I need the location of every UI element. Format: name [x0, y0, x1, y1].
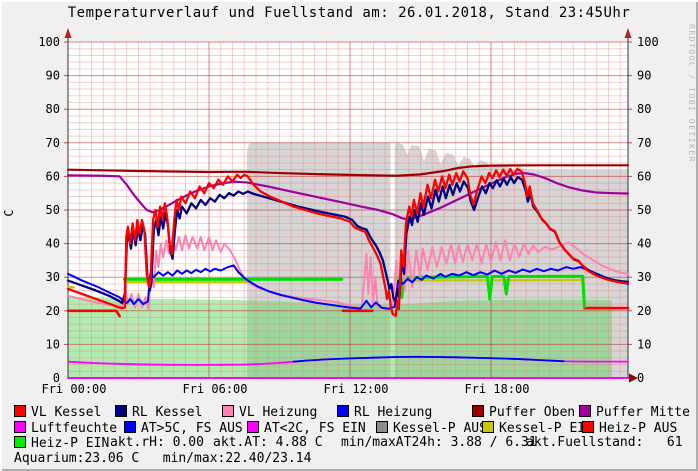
- legend-item: akt.rH: 0.00: [110, 436, 204, 449]
- y-tick-label-left: 10: [46, 337, 60, 351]
- legend-item: Heiz-P EIN: [14, 436, 110, 451]
- chart-title: Temperaturverlauf und Fuellstand am: 26.…: [67, 5, 631, 21]
- legend-item: Heiz-P AUS: [582, 420, 678, 436]
- axis-arrows: [64, 28, 638, 383]
- legend-label: VL Heizung: [239, 405, 318, 420]
- series-vl-kessel: [66, 167, 630, 317]
- x-tick-label: Fri 18:00: [464, 382, 529, 396]
- y-tick-label-right: 100: [637, 35, 659, 49]
- series-at-hoch: [292, 355, 565, 363]
- series-kessel-p-ein: [395, 278, 584, 282]
- legend-label: akt.AT: 4.88 C: [213, 435, 323, 450]
- y-tick-label-left: 80: [46, 102, 60, 116]
- x-tick-label: Fri 06:00: [182, 382, 247, 396]
- legend-label: min/maxAT24h: 3.88 / 6.31: [341, 435, 537, 450]
- y-tick-label-left: 30: [46, 270, 60, 284]
- legend-label: Kessel-P AUS: [393, 420, 487, 436]
- legend-item: AT>5C, FS AUS: [124, 420, 243, 436]
- series-lines: [66, 164, 630, 379]
- rrdtool-watermark: RRDTOOL / TOBI OETIKER: [687, 24, 696, 163]
- legend-item: VL Kessel: [14, 405, 102, 420]
- y-tick-label-right: 30: [637, 270, 651, 284]
- x-tick-label: Fri 12:00: [323, 382, 388, 396]
- series-heiz-p-ein: [395, 274, 587, 309]
- legend-swatch: [124, 420, 136, 433]
- legend-item: Puffer Oben: [472, 405, 576, 420]
- y-tick-label-right: 10: [637, 337, 651, 351]
- legend-swatch: [14, 420, 26, 433]
- legend-label: Puffer Oben: [489, 405, 576, 420]
- y-tick-label-left: 100: [38, 35, 60, 49]
- y-tick-label-left: 20: [46, 304, 60, 318]
- y-tick-label-right: 80: [637, 102, 651, 116]
- legend-label: Aquarium:23.06 C min/max:22.40/23.14: [14, 450, 312, 466]
- series-rl-kessel: [66, 175, 630, 305]
- y-tick-label-left: 40: [46, 237, 60, 251]
- legend-label: Heiz-P EIN: [31, 436, 110, 451]
- y-tick-label-right: 0: [637, 371, 644, 385]
- legend-swatch: [14, 436, 26, 448]
- legend-item: Luftfeuchte: [14, 420, 118, 436]
- legend-label: Heiz-P AUS: [599, 420, 678, 436]
- series-heiz-p-aus: [66, 309, 121, 318]
- legend-item: Kessel-P EIN: [482, 420, 593, 436]
- legend-label: akt.rH: 0.00: [110, 435, 204, 450]
- y-tick-label-right: 50: [637, 203, 651, 217]
- legend-swatch: [115, 405, 127, 417]
- y-tick-label-right: 70: [637, 136, 651, 150]
- legend-label: AT<2C, FS EIN: [264, 420, 366, 436]
- legend-label: akt.Fuellstand: 61: [526, 435, 683, 450]
- y-tick-label-left: 70: [46, 136, 60, 150]
- series-vl-heizung: [67, 234, 629, 311]
- y-axis-left-arrow-icon: [64, 28, 72, 38]
- series-rl-heizung: [67, 264, 629, 310]
- legend-swatch: [247, 420, 259, 433]
- legend-item: VL Heizung: [222, 405, 318, 420]
- legend-item: AT<2C, FS EIN: [247, 420, 366, 436]
- y-tick-label-left: 60: [46, 169, 60, 183]
- legend-swatch: [222, 405, 234, 417]
- x-tick-label: Fri 00:00: [41, 382, 106, 396]
- y-axis-right-arrow-icon: [624, 28, 632, 38]
- legend-swatch: [482, 420, 494, 433]
- series-puffer-oben: [66, 164, 630, 177]
- legend-item: Kessel-P AUS: [376, 420, 487, 436]
- legend-swatch: [579, 405, 591, 417]
- legend-item: RL Kessel: [115, 405, 203, 420]
- legend-item: akt.Fuellstand: 61: [526, 436, 683, 449]
- legend-label: Kessel-P EIN: [499, 420, 593, 436]
- legend-label: Puffer Mitte: [596, 405, 690, 420]
- legend-swatch: [14, 405, 26, 417]
- x-axis-arrow-icon: [629, 373, 638, 383]
- y-tick-label-right: 20: [637, 304, 651, 318]
- y-tick-label-right: 90: [637, 69, 651, 83]
- axis-labels: 0 0 10 10 20 20 30 30 40 40 50 50 60 60 70 70 80 80 90 90 10…: [2, 35, 659, 396]
- legend-label: RL Heizung: [354, 405, 433, 420]
- legend-swatch: [472, 405, 484, 417]
- legend-label: VL Kessel: [31, 405, 102, 420]
- legend-item: min/maxAT24h: 3.88 / 6.31: [341, 436, 537, 449]
- legend-swatch: [376, 420, 388, 433]
- y-tick-label-left: 90: [46, 69, 60, 83]
- y-axis-title: C: [2, 209, 16, 216]
- legend-item: akt.AT: 4.88 C: [213, 436, 323, 449]
- legend-label: RL Kessel: [132, 405, 203, 420]
- legend-item: RL Heizung: [337, 405, 433, 420]
- legend-item: Puffer Mitte: [579, 405, 690, 420]
- legend-label: AT>5C, FS AUS: [141, 420, 243, 436]
- legend-item: Aquarium:23.06 C min/max:22.40/23.14: [14, 452, 311, 465]
- y-tick-label-right: 40: [637, 237, 651, 251]
- y-tick-label-right: 60: [637, 169, 651, 183]
- y-tick-label-left: 50: [46, 203, 60, 217]
- legend-swatch: [582, 420, 594, 433]
- y-tick-label-left: 0: [53, 371, 60, 385]
- grid: [64, 41, 632, 378]
- series-puffer-mitte: [66, 171, 630, 221]
- legend-label: Luftfeuchte: [31, 420, 118, 436]
- legend-swatch: [337, 405, 349, 417]
